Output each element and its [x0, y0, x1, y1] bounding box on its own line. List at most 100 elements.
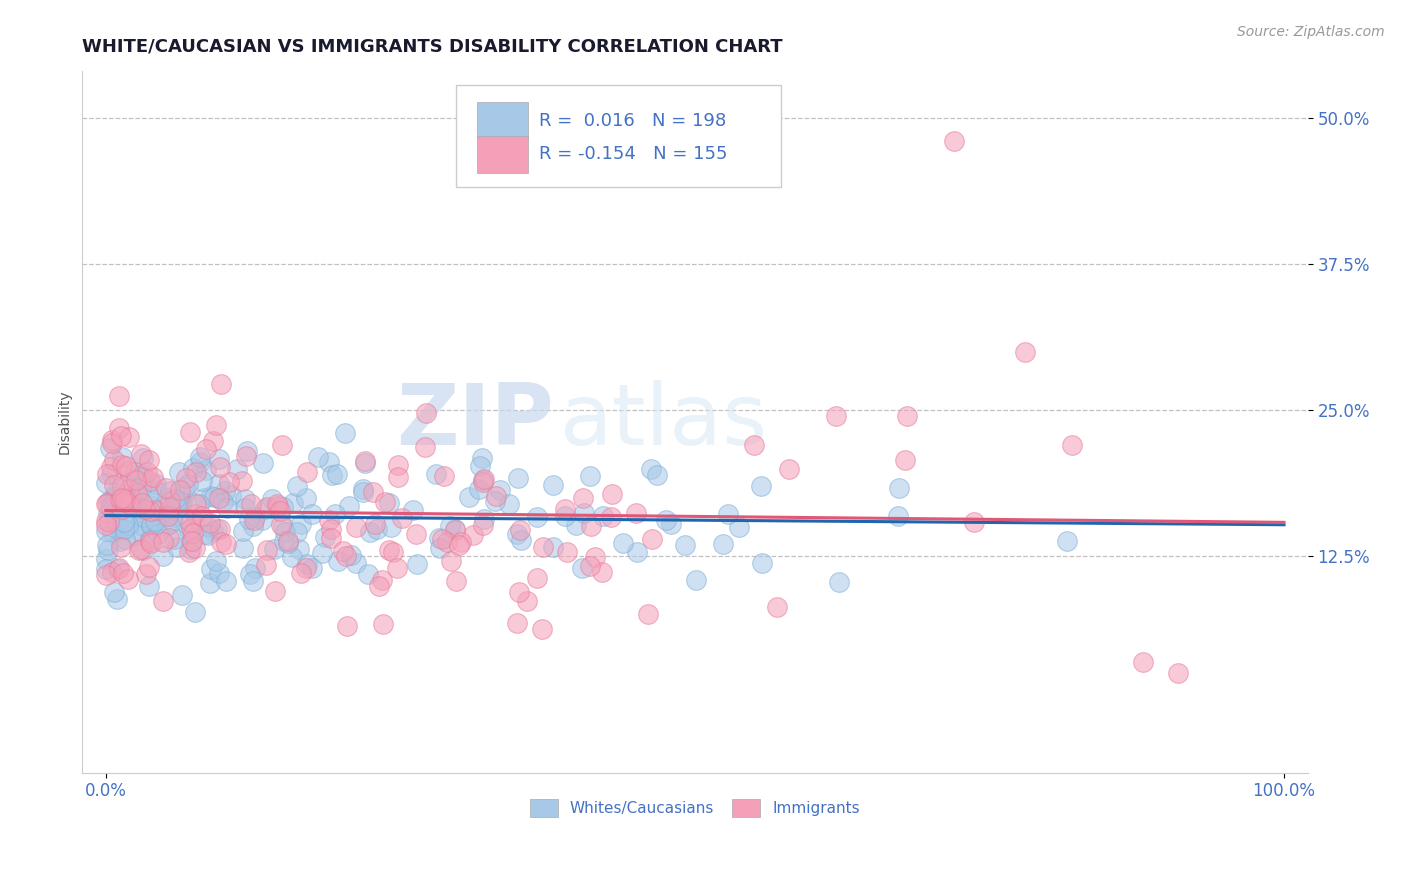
- Point: [318, 455, 340, 469]
- Point: [104, 490, 127, 504]
- Point: [391, 511, 413, 525]
- Point: [463, 528, 485, 542]
- Point: [100, 502, 122, 516]
- Point: [531, 622, 554, 636]
- Point: [1132, 655, 1154, 669]
- Point: [128, 489, 150, 503]
- Point: [165, 502, 187, 516]
- Point: [111, 458, 134, 472]
- Point: [271, 500, 294, 515]
- Point: [180, 533, 202, 548]
- Point: [288, 541, 311, 556]
- Point: [135, 466, 157, 480]
- Point: [157, 531, 180, 545]
- Point: [232, 541, 254, 555]
- Point: [328, 554, 350, 568]
- Point: [132, 542, 155, 557]
- Point: [183, 461, 205, 475]
- Point: [136, 487, 159, 501]
- Point: [148, 515, 170, 529]
- Point: [896, 409, 918, 423]
- Point: [139, 499, 162, 513]
- Point: [100, 524, 122, 539]
- Point: [94, 475, 117, 490]
- Point: [717, 507, 740, 521]
- Point: [96, 568, 118, 582]
- Point: [352, 482, 374, 496]
- Point: [571, 560, 593, 574]
- Point: [307, 450, 329, 464]
- Point: [101, 565, 124, 579]
- Point: [367, 579, 389, 593]
- Point: [101, 434, 124, 448]
- Point: [111, 566, 134, 580]
- Point: [471, 473, 494, 487]
- Point: [138, 578, 160, 592]
- Point: [201, 434, 224, 448]
- Point: [139, 532, 162, 546]
- Point: [287, 479, 309, 493]
- Point: [1060, 438, 1083, 452]
- Point: [526, 510, 548, 524]
- Point: [145, 477, 167, 491]
- Point: [256, 543, 278, 558]
- Point: [382, 545, 405, 559]
- Point: [124, 480, 146, 494]
- Point: [174, 480, 197, 494]
- Point: [277, 536, 299, 550]
- Point: [208, 477, 231, 491]
- Point: [96, 496, 118, 510]
- Point: [159, 484, 181, 499]
- Text: R =  0.016   N = 198: R = 0.016 N = 198: [540, 112, 727, 129]
- Point: [728, 520, 751, 534]
- Point: [572, 491, 595, 505]
- Point: [202, 490, 225, 504]
- Legend: Whites/Caucasians, Immigrants: Whites/Caucasians, Immigrants: [523, 792, 868, 825]
- Point: [128, 502, 150, 516]
- Point: [162, 510, 184, 524]
- Point: [114, 459, 136, 474]
- Point: [541, 540, 564, 554]
- Point: [405, 527, 427, 541]
- Point: [139, 518, 162, 533]
- Point: [197, 527, 219, 541]
- Point: [239, 566, 262, 581]
- Point: [506, 527, 529, 541]
- Point: [429, 541, 451, 555]
- Point: [516, 594, 538, 608]
- Point: [359, 525, 381, 540]
- Point: [173, 515, 195, 529]
- Point: [238, 512, 260, 526]
- Point: [208, 566, 231, 581]
- Point: [290, 566, 312, 580]
- Point: [264, 583, 287, 598]
- Point: [273, 534, 295, 549]
- Point: [200, 562, 222, 576]
- Point: [509, 523, 531, 537]
- Point: [159, 493, 181, 508]
- Point: [295, 465, 318, 479]
- Point: [301, 561, 323, 575]
- Point: [659, 516, 682, 531]
- Point: [139, 474, 162, 488]
- Point: [97, 507, 120, 521]
- Point: [188, 450, 211, 464]
- Point: [139, 518, 162, 533]
- Point: [128, 508, 150, 522]
- Point: [352, 485, 374, 500]
- Point: [401, 503, 423, 517]
- Point: [105, 592, 128, 607]
- Point: [271, 519, 294, 533]
- Point: [294, 561, 316, 575]
- Point: [170, 495, 193, 509]
- Point: [363, 516, 385, 531]
- Point: [94, 562, 117, 576]
- Point: [193, 491, 215, 506]
- Point: [963, 515, 986, 529]
- Point: [380, 520, 402, 534]
- Point: [124, 465, 146, 479]
- Point: [262, 492, 284, 507]
- Point: [142, 470, 165, 484]
- Point: [541, 478, 564, 492]
- Point: [471, 451, 494, 466]
